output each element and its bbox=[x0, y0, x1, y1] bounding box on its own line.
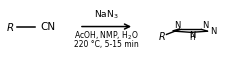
Text: NaN$_3$: NaN$_3$ bbox=[94, 8, 119, 21]
Text: $R$: $R$ bbox=[158, 30, 166, 42]
Text: H: H bbox=[189, 33, 195, 42]
Text: N: N bbox=[189, 31, 196, 40]
Text: 220 °C, 5-15 min: 220 °C, 5-15 min bbox=[74, 40, 139, 49]
Text: N: N bbox=[210, 27, 216, 36]
Text: N: N bbox=[202, 21, 208, 30]
Text: AcOH, NMP, H$_2$O: AcOH, NMP, H$_2$O bbox=[74, 29, 139, 42]
Text: $R$: $R$ bbox=[6, 21, 14, 33]
Text: CN: CN bbox=[40, 22, 55, 32]
Text: N: N bbox=[174, 21, 180, 30]
